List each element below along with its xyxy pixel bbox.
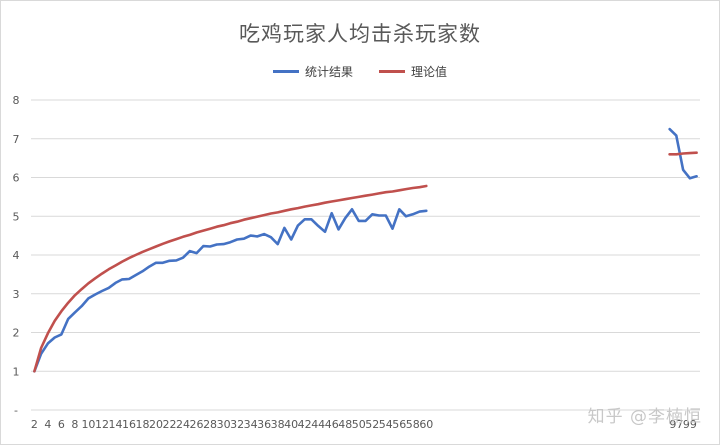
x-tick-label-20: 42 — [298, 418, 312, 431]
x-tick-label-17: 36 — [257, 418, 271, 431]
legend-label-series-2: 理论值 — [411, 65, 448, 79]
x-tick-label-7: 16 — [122, 418, 136, 431]
x-tick-label-28: 58 — [406, 418, 420, 431]
x-tick-label-16: 34 — [244, 418, 258, 431]
legend: 统计结果 理论值 — [0, 63, 720, 80]
legend-label-series-1: 统计结果 — [304, 65, 353, 79]
y-tick-label-6: 6 — [13, 172, 20, 185]
x-tick-label-15: 32 — [230, 418, 244, 431]
legend-swatch-series-1 — [272, 70, 299, 73]
legend-item-series-2: 理论值 — [379, 63, 447, 80]
legend-item-series-1: 统计结果 — [272, 63, 353, 80]
watermark: 知乎 @李楠恒 — [587, 407, 702, 427]
x-tick-label-25: 52 — [365, 418, 379, 431]
x-tick-label-27: 56 — [392, 418, 406, 431]
y-tick-label-1: 1 — [13, 365, 20, 378]
x-tick-label-0: 2 — [31, 418, 38, 431]
x-tick-label-26: 54 — [379, 418, 393, 431]
series-2-line-segment-2 — [668, 151, 698, 156]
x-tick-label-3: 8 — [71, 418, 78, 431]
x-tick-label-1: 4 — [44, 418, 51, 431]
x-tick-label-6: 14 — [108, 418, 122, 431]
y-tick-label-0: - — [14, 404, 18, 417]
x-tick-label-4: 10 — [81, 418, 95, 431]
x-tick-label-10: 22 — [163, 418, 177, 431]
x-tick-label-5: 12 — [95, 418, 109, 431]
legend-swatch-series-2 — [379, 70, 405, 73]
y-tick-label-5: 5 — [13, 210, 20, 223]
y-tick-label-3: 3 — [13, 288, 20, 301]
y-tick-label-8: 8 — [13, 94, 20, 107]
x-tick-label-11: 24 — [176, 418, 190, 431]
series-2-line-segment-1 — [33, 184, 428, 373]
x-tick-label-13: 28 — [203, 418, 217, 431]
chart-title: 吃鸡玩家人均击杀玩家数 — [239, 22, 481, 46]
x-tick-label-31: 99 — [683, 418, 697, 431]
x-tick-label-18: 38 — [271, 418, 285, 431]
x-tick-label-29: 60 — [419, 418, 433, 431]
x-tick-label-21: 44 — [311, 418, 325, 431]
x-tick-label-24: 50 — [352, 418, 366, 431]
x-tick-label-22: 46 — [325, 418, 339, 431]
y-tick-label-2: 2 — [13, 327, 20, 340]
x-tick-label-14: 30 — [217, 418, 231, 431]
y-tick-label-4: 4 — [13, 249, 20, 262]
x-tick-label-23: 48 — [338, 418, 352, 431]
x-tick-label-30: 97 — [669, 418, 683, 431]
x-tick-label-12: 26 — [190, 418, 204, 431]
y-tick-label-7: 7 — [13, 133, 20, 146]
series-1-line-segment-2 — [668, 127, 698, 180]
x-tick-label-19: 40 — [284, 418, 298, 431]
series-1-line-segment-1 — [33, 208, 428, 373]
x-tick-label-8: 18 — [136, 418, 150, 431]
x-tick-label-9: 20 — [149, 418, 163, 431]
x-tick-label-2: 6 — [58, 418, 65, 431]
